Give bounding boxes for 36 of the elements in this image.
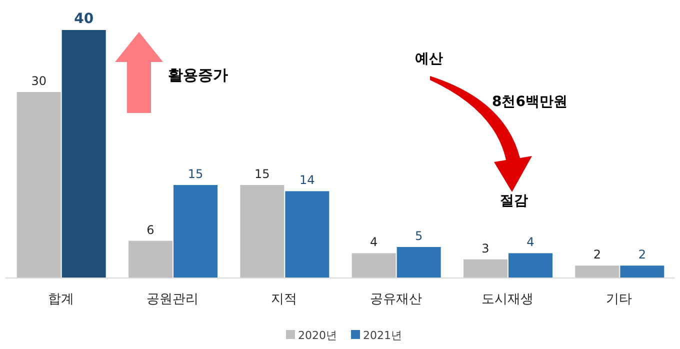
annotation: 절감 bbox=[500, 193, 528, 209]
x-tick-label: 공원관리 bbox=[146, 292, 198, 307]
data-label: 4 bbox=[370, 235, 378, 250]
bar bbox=[285, 191, 330, 278]
x-tick-label: 지적 bbox=[271, 292, 298, 307]
bar bbox=[352, 253, 396, 278]
bar bbox=[16, 92, 61, 278]
data-label: 15 bbox=[188, 167, 204, 181]
data-label: 5 bbox=[415, 229, 423, 243]
data-label: 14 bbox=[300, 173, 315, 188]
x-tick-label: 기타 bbox=[606, 292, 632, 307]
data-label: 2 bbox=[638, 248, 646, 262]
data-label: 40 bbox=[74, 11, 94, 27]
annotation: 활용증가 bbox=[168, 66, 228, 84]
data-label: 15 bbox=[254, 167, 270, 181]
data-label: 3 bbox=[482, 241, 490, 256]
data-label: 30 bbox=[31, 74, 46, 88]
legend-label: 2020년 bbox=[298, 329, 337, 342]
legend-label: 2021년 bbox=[363, 329, 402, 342]
bar bbox=[620, 266, 664, 278]
bar bbox=[464, 259, 508, 278]
x-tick-label: 합계 bbox=[48, 292, 74, 307]
bar bbox=[396, 247, 441, 278]
bar bbox=[62, 30, 106, 278]
annotation: 예산 bbox=[415, 51, 443, 67]
bar bbox=[174, 185, 218, 278]
annotation: 8천6백만원 bbox=[492, 94, 568, 110]
bar bbox=[128, 240, 172, 278]
bar bbox=[240, 185, 284, 278]
data-label: 6 bbox=[146, 222, 154, 237]
x-tick-label: 공유재산 bbox=[370, 292, 422, 307]
x-tick-label: 도시재생 bbox=[482, 292, 534, 307]
data-label: 4 bbox=[526, 235, 534, 250]
bar bbox=[575, 266, 620, 278]
bar bbox=[508, 253, 552, 278]
data-label: 2 bbox=[593, 248, 601, 262]
